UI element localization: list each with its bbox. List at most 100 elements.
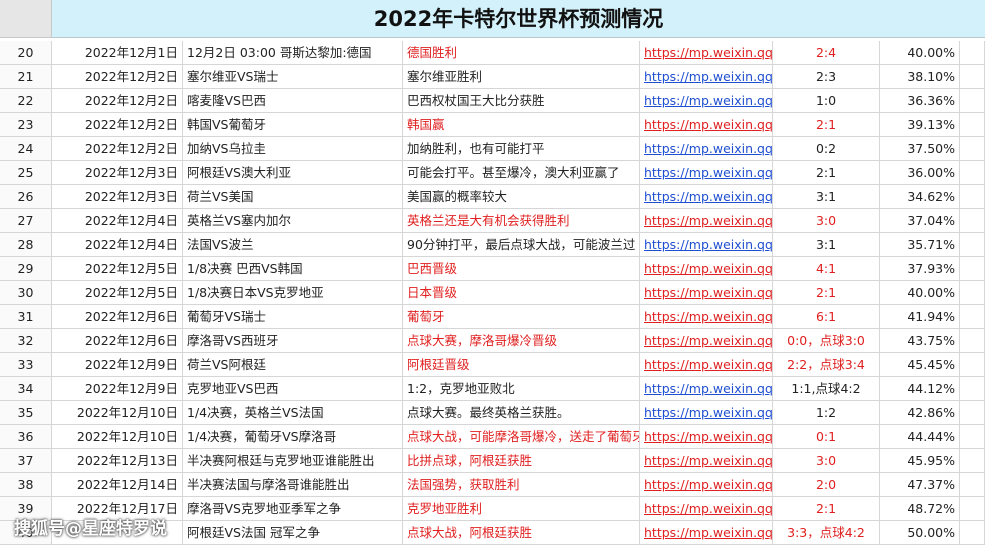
prediction-cell: 点球大战，可能摩洛哥爆冷，送走了葡萄牙 [403, 425, 640, 449]
rate-cell: 44.44% [880, 425, 960, 449]
link-cell[interactable]: https://mp.weixin.qq.c [640, 161, 773, 185]
link-cell[interactable]: https://mp.weixin.qq.c [640, 281, 773, 305]
match-cell: 加纳VS乌拉圭 [183, 137, 403, 161]
score-cell: 2:3 [773, 65, 880, 89]
link-cell[interactable]: https://mp.weixin.qq.c [640, 185, 773, 209]
prediction-cell: 韩国赢 [403, 113, 640, 137]
match-cell: 荷兰VS阿根廷 [183, 353, 403, 377]
match-cell: 喀麦隆VS巴西 [183, 89, 403, 113]
date-cell: 2022年12月3日 [52, 185, 183, 209]
rate-cell: 37.93% [880, 257, 960, 281]
row-number: 33 [0, 353, 52, 377]
score-cell: 4:1 [773, 257, 880, 281]
link-cell[interactable]: https://mp.weixin.qq.c [640, 329, 773, 353]
date-cell: 2022年12月4日 [52, 233, 183, 257]
empty-cell [960, 185, 985, 209]
link-cell[interactable]: https://mp.weixin.qq.c [640, 137, 773, 161]
match-cell: 1/4决赛，英格兰VS法国 [183, 401, 403, 425]
watermark: 搜狐号@星座特罗说 [14, 519, 167, 539]
match-cell: 1/8决赛 巴西VS韩国 [183, 257, 403, 281]
row-number: 36 [0, 425, 52, 449]
rate-cell: 43.75% [880, 329, 960, 353]
link-cell[interactable]: https://mp.weixin.qq.c [640, 305, 773, 329]
link-cell[interactable]: https://mp.weixin.qq.c [640, 521, 773, 545]
prediction-cell: 比拼点球，阿根廷获胜 [403, 449, 640, 473]
row-number: 21 [0, 65, 52, 89]
row-number: 30 [0, 281, 52, 305]
date-cell: 2022年12月3日 [52, 161, 183, 185]
row-number: 34 [0, 377, 52, 401]
match-cell: 荷兰VS美国 [183, 185, 403, 209]
score-cell: 0:2 [773, 137, 880, 161]
link-cell[interactable]: https://mp.weixin.qq.c [640, 401, 773, 425]
rate-cell: 42.86% [880, 401, 960, 425]
date-cell: 2022年12月9日 [52, 353, 183, 377]
empty-cell [960, 41, 985, 65]
match-cell: 法国VS波兰 [183, 233, 403, 257]
link-cell[interactable]: https://mp.weixin.qq.c [640, 449, 773, 473]
date-cell: 2022年12月2日 [52, 65, 183, 89]
empty-cell [960, 281, 985, 305]
score-cell: 3:0 [773, 449, 880, 473]
link-cell[interactable]: https://mp.weixin.qq.c [640, 65, 773, 89]
empty-cell [960, 233, 985, 257]
rate-cell: 45.45% [880, 353, 960, 377]
score-cell: 2:2，点球3:4 [773, 353, 880, 377]
link-cell[interactable]: https://mp.weixin.qq.c [640, 41, 773, 65]
link-cell[interactable]: https://mp.weixin.qq.c [640, 113, 773, 137]
prediction-cell: 日本晋级 [403, 281, 640, 305]
rate-cell: 40.00% [880, 41, 960, 65]
score-cell: 2:4 [773, 41, 880, 65]
link-cell[interactable]: https://mp.weixin.qq.c [640, 425, 773, 449]
date-cell: 2022年12月2日 [52, 113, 183, 137]
score-cell: 1:0 [773, 89, 880, 113]
prediction-cell: 巴西晋级 [403, 257, 640, 281]
date-cell: 2022年12月6日 [52, 329, 183, 353]
link-cell[interactable]: https://mp.weixin.qq.c [640, 497, 773, 521]
date-cell: 2022年12月9日 [52, 377, 183, 401]
match-cell: 1/4决赛，葡萄牙VS摩洛哥 [183, 425, 403, 449]
score-cell: 2:1 [773, 497, 880, 521]
link-cell[interactable]: https://mp.weixin.qq.c [640, 353, 773, 377]
prediction-cell: 点球大赛。最终英格兰获胜。 [403, 401, 640, 425]
corner-cell [0, 0, 52, 38]
link-cell[interactable]: https://mp.weixin.qq.c [640, 257, 773, 281]
empty-cell [960, 353, 985, 377]
prediction-cell: 英格兰还是大有机会获得胜利 [403, 209, 640, 233]
date-cell: 2022年12月14日 [52, 473, 183, 497]
match-cell: 半决赛法国与摩洛哥谁能胜出 [183, 473, 403, 497]
row-number: 29 [0, 257, 52, 281]
prediction-cell: 阿根廷晋级 [403, 353, 640, 377]
score-cell: 3:0 [773, 209, 880, 233]
empty-cell [960, 521, 985, 545]
prediction-cell: 法国强势，获取胜利 [403, 473, 640, 497]
empty-cell [960, 449, 985, 473]
score-cell: 2:1 [773, 113, 880, 137]
empty-cell [960, 377, 985, 401]
row-number: 35 [0, 401, 52, 425]
rate-cell: 38.10% [880, 65, 960, 89]
empty-cell [960, 137, 985, 161]
empty-cell [960, 257, 985, 281]
empty-cell [960, 89, 985, 113]
link-cell[interactable]: https://mp.weixin.qq.c [640, 209, 773, 233]
prediction-cell: 克罗地亚胜利 [403, 497, 640, 521]
link-cell[interactable]: https://mp.weixin.qq.c [640, 233, 773, 257]
link-cell[interactable]: https://mp.weixin.qq.c [640, 89, 773, 113]
score-cell: 0:0，点球3:0 [773, 329, 880, 353]
date-cell: 2022年12月10日 [52, 401, 183, 425]
prediction-cell: 巴西权杖国王大比分获胜 [403, 89, 640, 113]
date-cell: 2022年12月1日 [52, 41, 183, 65]
match-cell: 12月2日 03:00 哥斯达黎加:德国 [183, 41, 403, 65]
score-cell: 1:1,点球4:2 [773, 377, 880, 401]
rate-cell: 47.37% [880, 473, 960, 497]
row-number: 28 [0, 233, 52, 257]
match-cell: 克罗地亚VS巴西 [183, 377, 403, 401]
link-cell[interactable]: https://mp.weixin.qq.c [640, 473, 773, 497]
row-number: 26 [0, 185, 52, 209]
rate-cell: 44.12% [880, 377, 960, 401]
row-number: 38 [0, 473, 52, 497]
link-cell[interactable]: https://mp.weixin.qq.c [640, 377, 773, 401]
score-cell: 2:1 [773, 281, 880, 305]
row-number: 22 [0, 89, 52, 113]
